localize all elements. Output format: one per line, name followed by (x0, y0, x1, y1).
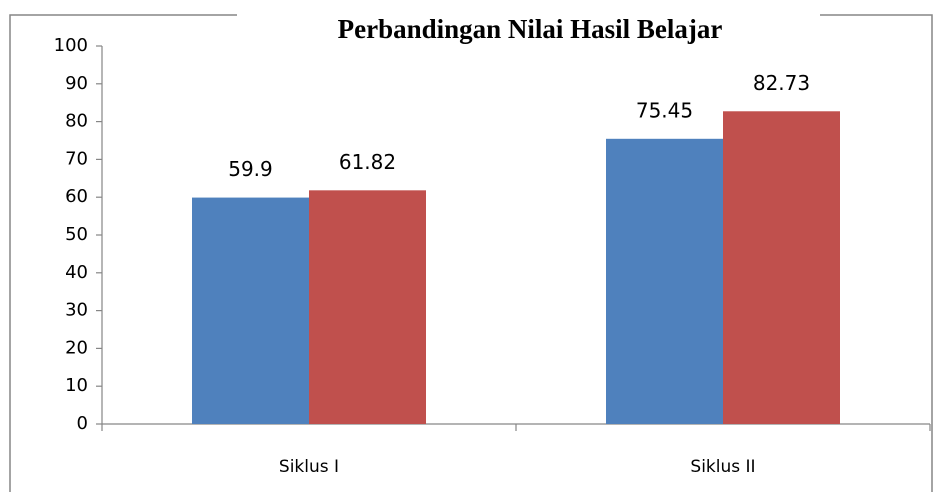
y-tick-label: 80 (65, 111, 88, 132)
y-tick-label: 10 (65, 375, 88, 396)
y-tick-label: 60 (65, 186, 88, 207)
bar (309, 190, 426, 424)
y-tick-label: 20 (65, 337, 88, 358)
data-label: 59.9 (228, 157, 273, 181)
data-label: 61.82 (339, 150, 396, 174)
data-label: 75.45 (636, 98, 693, 122)
data-label: 82.73 (753, 71, 810, 95)
bar (606, 138, 723, 424)
y-tick-label: 100 (54, 35, 88, 56)
x-tick-label: Siklus I (279, 457, 339, 477)
chart-title: Perbandingan Nilai Hasil Belajar (338, 14, 723, 44)
y-tick-label: 50 (65, 224, 88, 245)
y-tick-label: 70 (65, 148, 88, 169)
bar (192, 197, 309, 424)
x-tick-label: Siklus II (690, 457, 755, 477)
bar (723, 111, 840, 424)
frame (820, 14, 933, 492)
y-tick-label: 90 (65, 73, 88, 94)
y-tick-label: 0 (77, 413, 88, 434)
y-tick-label: 30 (65, 300, 88, 321)
y-tick-label: 40 (65, 262, 88, 283)
frame (9, 14, 237, 492)
